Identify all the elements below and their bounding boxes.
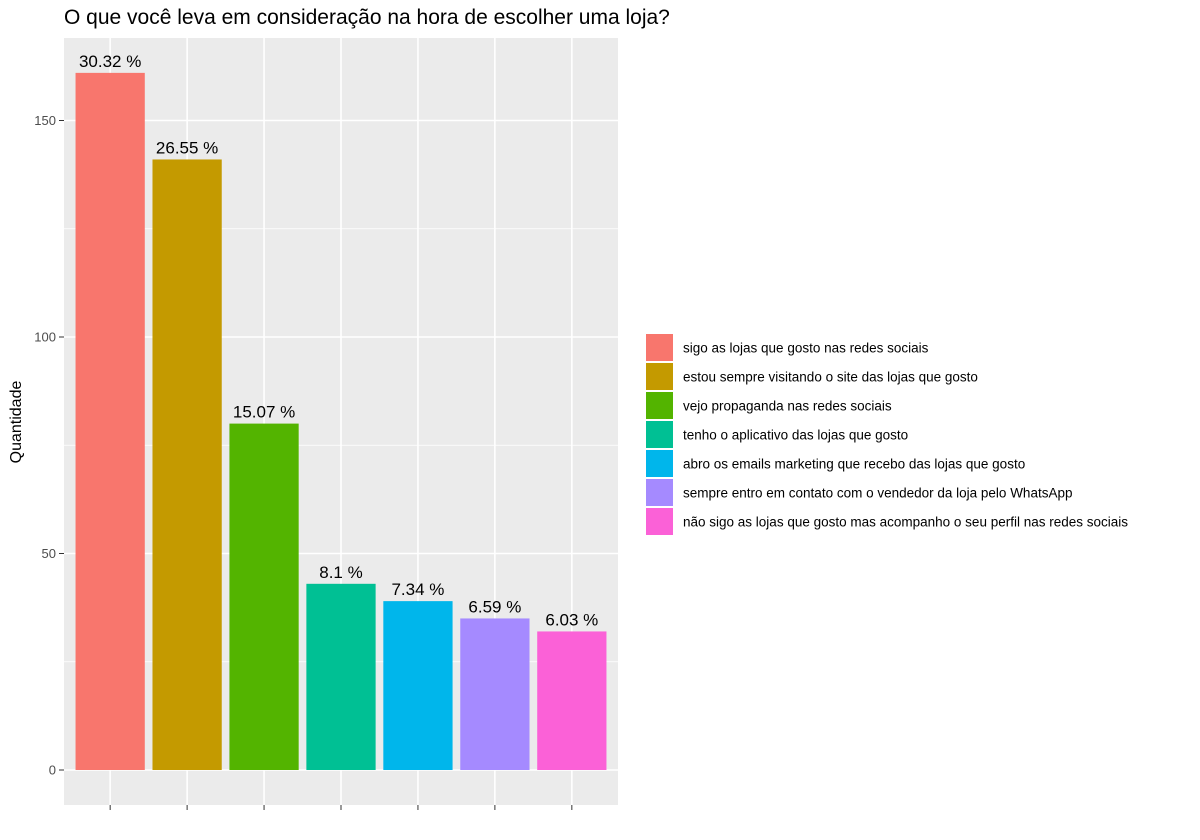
legend-label: não sigo as lojas que gosto mas acompanh…	[683, 515, 1128, 530]
bar-data-label: 6.03 %	[545, 610, 598, 629]
legend-item: sempre entro em contato com o vendedor d…	[646, 479, 1072, 506]
legend-swatch	[646, 479, 673, 506]
legend-label: vejo propaganda nas redes sociais	[683, 399, 892, 414]
y-axis: 0 50 100 150	[34, 113, 64, 778]
y-tick-label: 50	[42, 546, 56, 561]
legend: sigo as lojas que gosto nas redes sociai…	[646, 334, 1128, 535]
bar	[75, 72, 145, 771]
bar	[152, 159, 222, 771]
legend-label: estou sempre visitando o site das lojas …	[683, 370, 978, 385]
bar	[229, 423, 299, 770]
bar-data-label: 7.34 %	[391, 580, 444, 599]
y-tick-label: 0	[49, 763, 56, 778]
legend-swatch	[646, 334, 673, 361]
legend-item: sigo as lojas que gosto nas redes sociai…	[646, 334, 929, 361]
bar	[383, 601, 453, 770]
legend-swatch	[646, 508, 673, 535]
bars	[75, 72, 607, 771]
legend-item: tenho o aplicativo das lojas que gosto	[646, 421, 908, 448]
bar	[460, 618, 530, 770]
bar	[537, 631, 607, 770]
chart-title: O que você leva em consideração na hora …	[64, 6, 670, 29]
y-tick-label: 100	[34, 330, 56, 345]
legend-swatch	[646, 392, 673, 419]
bar-data-label: 26.55 %	[156, 138, 218, 157]
legend-label: sigo as lojas que gosto nas redes sociai…	[683, 341, 929, 356]
legend-label: tenho o aplicativo das lojas que gosto	[683, 428, 908, 443]
bar-data-label: 6.59 %	[468, 597, 521, 616]
legend-item: abro os emails marketing que recebo das …	[646, 450, 1025, 477]
bar	[306, 583, 376, 770]
legend-swatch	[646, 363, 673, 390]
y-axis-label: Quantidade	[8, 381, 25, 464]
x-axis	[109, 805, 573, 810]
bar-data-label: 30.32 %	[79, 52, 141, 71]
legend-item: vejo propaganda nas redes sociais	[646, 392, 892, 419]
legend-label: sempre entro em contato com o vendedor d…	[683, 486, 1072, 501]
legend-swatch	[646, 450, 673, 477]
data-labels: 30.32 % 26.55 % 15.07 % 8.1 % 7.34 % 6.59 % 6.…	[79, 52, 598, 630]
legend-label: abro os emails marketing que recebo das …	[683, 457, 1025, 472]
y-tick-label: 150	[34, 113, 56, 128]
bar-data-label: 8.1 %	[319, 563, 362, 582]
bar-data-label: 15.07 %	[233, 403, 295, 422]
legend-item: não sigo as lojas que gosto mas acompanh…	[646, 508, 1128, 535]
legend-swatch	[646, 421, 673, 448]
legend-item: estou sempre visitando o site das lojas …	[646, 363, 978, 390]
